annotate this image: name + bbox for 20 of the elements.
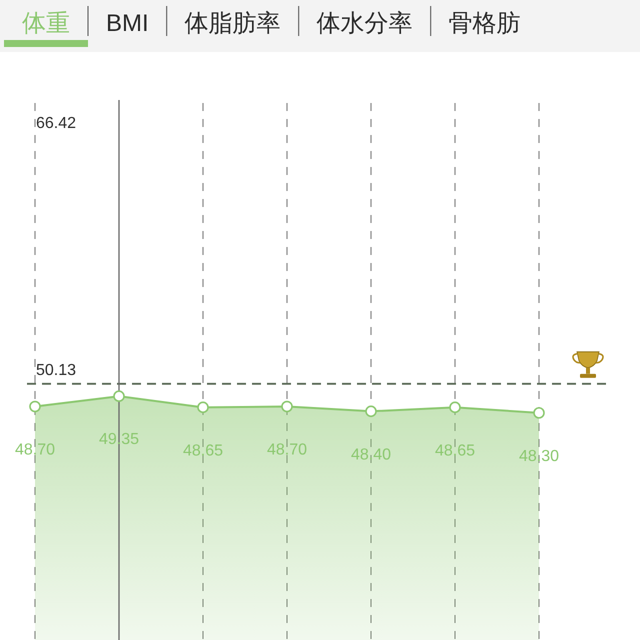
data-label: 48.65 xyxy=(434,442,476,460)
data-label: 48.70 xyxy=(14,442,56,459)
point xyxy=(281,400,293,412)
ref-line-label: 50.13 xyxy=(36,362,76,379)
annotation: 66.42 xyxy=(36,115,76,132)
data-label: 48.65 xyxy=(182,442,224,460)
text: 体脂肪率 xyxy=(184,10,281,37)
data-label: 48.70 xyxy=(266,442,308,459)
text: 骨格肪 xyxy=(448,10,521,37)
text: 体水分率 xyxy=(316,10,413,37)
text: BMI xyxy=(106,10,149,37)
point xyxy=(29,400,41,412)
data-label: 48.40 xyxy=(350,446,392,464)
point xyxy=(113,390,125,402)
point xyxy=(449,402,461,414)
point xyxy=(365,405,377,418)
data-label: 48.30 xyxy=(518,448,560,465)
point xyxy=(197,402,209,414)
point xyxy=(533,407,545,419)
chart-title: 体重 xyxy=(22,10,70,37)
